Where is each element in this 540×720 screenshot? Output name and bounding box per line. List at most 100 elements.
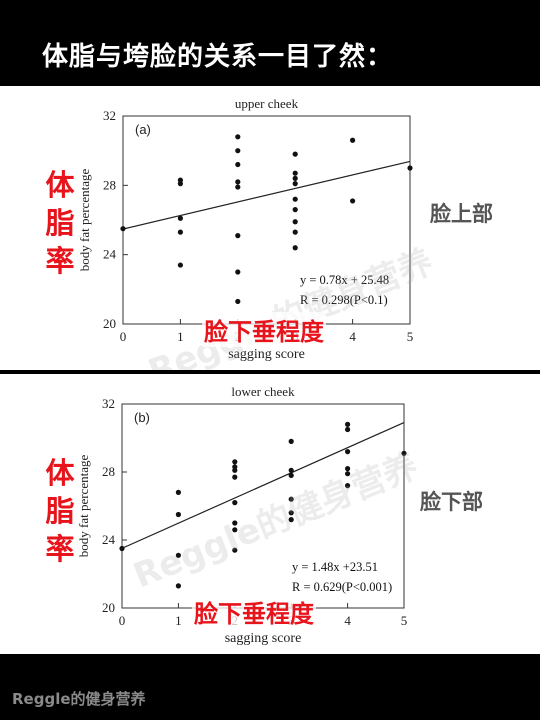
data-point xyxy=(288,467,294,473)
x-tick-label: 5 xyxy=(401,613,408,628)
data-point xyxy=(177,229,183,235)
data-point xyxy=(177,215,183,221)
upper-region-label: 脸上部 xyxy=(430,202,493,226)
data-point xyxy=(407,165,413,171)
data-point xyxy=(350,137,356,143)
data-point xyxy=(288,472,294,478)
chart-title: upper cheek xyxy=(235,96,299,111)
data-point xyxy=(175,489,181,495)
x-tick-label: 1 xyxy=(175,613,182,628)
data-point xyxy=(232,547,238,553)
x-tick-label: 4 xyxy=(344,613,351,628)
regression-equation: y = 0.78x + 25.48 xyxy=(300,273,389,287)
data-point xyxy=(345,471,351,477)
chart-panel-lower-cheek: lower cheek(b)01234520242832sagging scor… xyxy=(0,374,540,654)
y-tick-label: 24 xyxy=(102,532,116,547)
body-fat-char: 脂 xyxy=(45,494,75,528)
x-tick-label: 1 xyxy=(177,329,184,344)
data-point xyxy=(232,474,238,480)
x-tick-label: 0 xyxy=(119,613,126,628)
data-point xyxy=(292,245,298,251)
brand-watermark: Reggle的健身营养 xyxy=(12,690,146,708)
regression-line xyxy=(121,421,405,549)
data-point xyxy=(235,148,241,154)
data-point xyxy=(175,583,181,589)
data-point xyxy=(177,181,183,187)
correlation-text: R = 0.298(P<0.1) xyxy=(300,293,388,307)
data-point xyxy=(288,517,294,523)
y-tick-label: 20 xyxy=(103,316,116,331)
body-fat-char: 率 xyxy=(45,532,75,566)
data-point xyxy=(292,229,298,235)
data-point xyxy=(345,421,351,427)
data-point xyxy=(345,466,351,472)
data-point xyxy=(119,545,125,552)
x-tick-label: 4 xyxy=(349,329,356,344)
body-fat-annotation: 体 脂 率 xyxy=(40,454,80,568)
data-point xyxy=(235,298,241,305)
x-axis-label: sagging score xyxy=(228,347,305,362)
x-tick-label: 5 xyxy=(407,329,414,344)
correlation-text: R = 0.629(P<0.001) xyxy=(292,580,392,594)
regression-line xyxy=(122,160,411,230)
body-fat-char: 率 xyxy=(45,244,75,278)
data-point xyxy=(292,151,298,157)
body-fat-annotation: 体 脂 率 xyxy=(40,166,80,280)
y-tick-label: 24 xyxy=(103,247,117,262)
data-point xyxy=(292,181,298,187)
data-point xyxy=(235,233,241,239)
plot-frame xyxy=(121,403,405,609)
body-fat-char: 体 xyxy=(45,168,75,202)
y-axis-label: body fat percentage xyxy=(77,169,92,272)
y-tick-label: 32 xyxy=(102,396,115,411)
data-point xyxy=(288,510,294,516)
body-fat-char: 体 xyxy=(45,456,75,490)
data-point xyxy=(292,175,298,181)
chart-panel-upper-cheek: upper cheek(a)01234520242832sagging scor… xyxy=(0,86,540,370)
panel-label: (b) xyxy=(134,410,150,425)
data-point xyxy=(235,179,241,185)
data-point xyxy=(345,483,351,489)
data-point xyxy=(345,426,351,433)
y-axis-label: body fat percentage xyxy=(76,455,91,558)
scatter-chart-upper-cheek: upper cheek(a)01234520242832sagging scor… xyxy=(77,96,414,362)
data-point xyxy=(235,184,241,190)
page-title: 体脂与垮脸的关系一目了然： xyxy=(42,42,394,72)
data-point xyxy=(120,226,126,232)
y-tick-label: 20 xyxy=(102,600,115,615)
x-axis-label: sagging score xyxy=(225,631,302,646)
data-point xyxy=(232,459,238,465)
data-point xyxy=(292,196,298,202)
data-point xyxy=(288,438,294,444)
data-point xyxy=(345,449,351,455)
panel-label: (a) xyxy=(135,122,151,137)
title-banner: 体脂与垮脸的关系一目了然： xyxy=(0,0,540,86)
data-point xyxy=(175,511,181,518)
data-point xyxy=(232,500,238,506)
data-point xyxy=(292,207,298,213)
footer-bar: Reggle的健身营养 xyxy=(0,654,540,720)
data-point xyxy=(235,161,241,168)
y-tick-label: 28 xyxy=(103,177,116,192)
data-point xyxy=(350,198,356,204)
data-point xyxy=(292,170,298,176)
x-tick-label: 0 xyxy=(120,329,127,344)
data-point xyxy=(401,450,407,456)
data-point xyxy=(232,467,238,473)
data-point xyxy=(288,496,294,502)
data-point xyxy=(292,219,298,225)
lower-region-label: 脸下部 xyxy=(420,490,483,514)
data-point xyxy=(235,134,241,140)
data-point xyxy=(175,552,181,558)
data-point xyxy=(235,269,241,275)
sagging-degree-annotation: 脸下垂程度 xyxy=(192,594,316,629)
body-fat-char: 脂 xyxy=(45,206,75,240)
y-tick-label: 32 xyxy=(103,108,116,123)
data-point xyxy=(232,527,238,533)
y-tick-label: 28 xyxy=(102,464,115,479)
chart-title: lower cheek xyxy=(231,384,295,399)
data-point xyxy=(232,520,238,526)
sagging-degree-annotation: 脸下垂程度 xyxy=(202,312,326,347)
data-point xyxy=(177,262,183,268)
regression-equation: y = 1.48x +23.51 xyxy=(292,560,378,574)
